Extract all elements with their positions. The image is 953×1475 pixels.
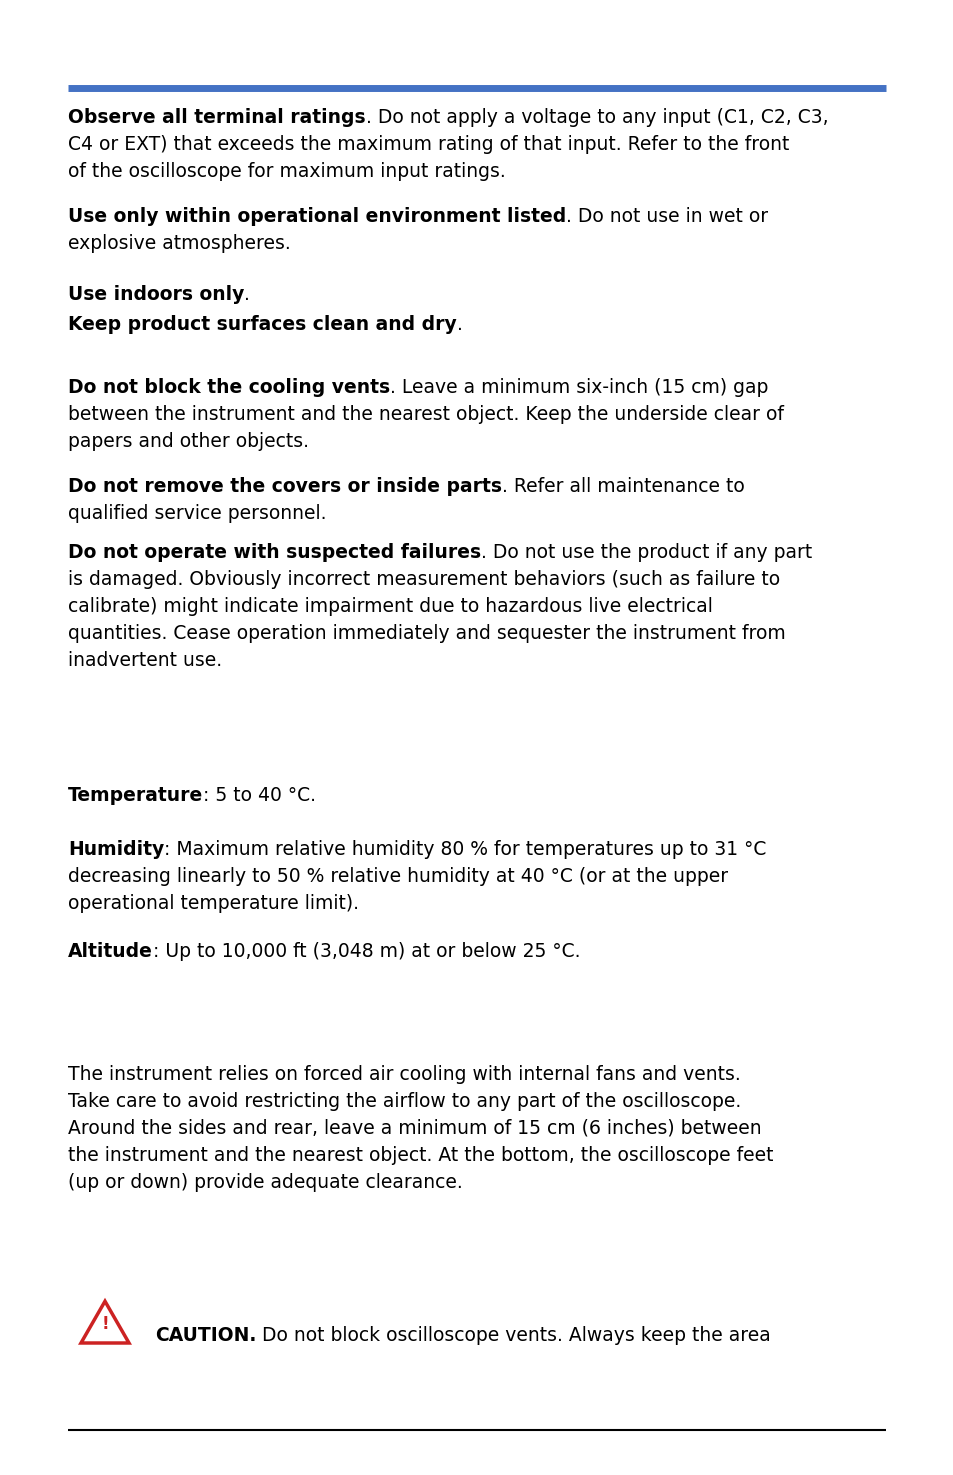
Text: The instrument relies on forced air cooling with internal fans and vents.: The instrument relies on forced air cool… — [68, 1065, 740, 1084]
Text: between the instrument and the nearest object. Keep the underside clear of: between the instrument and the nearest o… — [68, 406, 783, 423]
Text: calibrate) might indicate impairment due to hazardous live electrical: calibrate) might indicate impairment due… — [68, 597, 712, 617]
Text: Humidity: Humidity — [68, 839, 164, 858]
Text: Keep product surfaces clean and dry: Keep product surfaces clean and dry — [68, 316, 456, 333]
Text: Take care to avoid restricting the airflow to any part of the oscilloscope.: Take care to avoid restricting the airfl… — [68, 1092, 740, 1111]
Text: . Do not use the product if any part: . Do not use the product if any part — [480, 543, 812, 562]
Text: Do not block oscilloscope vents. Always keep the area: Do not block oscilloscope vents. Always … — [256, 1326, 770, 1345]
Text: quantities. Cease operation immediately and sequester the instrument from: quantities. Cease operation immediately … — [68, 624, 785, 643]
Text: Do not block the cooling vents: Do not block the cooling vents — [68, 378, 390, 397]
Text: : Maximum relative humidity 80 % for temperatures up to 31 °C: : Maximum relative humidity 80 % for tem… — [164, 839, 766, 858]
Text: .: . — [244, 285, 250, 304]
Text: decreasing linearly to 50 % relative humidity at 40 °C (or at the upper: decreasing linearly to 50 % relative hum… — [68, 867, 727, 886]
Text: is damaged. Obviously incorrect measurement behaviors (such as failure to: is damaged. Obviously incorrect measurem… — [68, 569, 780, 589]
Text: explosive atmospheres.: explosive atmospheres. — [68, 235, 291, 254]
Text: (up or down) provide adequate clearance.: (up or down) provide adequate clearance. — [68, 1173, 462, 1192]
Text: . Do not apply a voltage to any input (C1, C2, C3,: . Do not apply a voltage to any input (C… — [365, 108, 827, 127]
Text: C4 or EXT) that exceeds the maximum rating of that input. Refer to the front: C4 or EXT) that exceeds the maximum rati… — [68, 136, 788, 153]
Text: Do not operate with suspected failures: Do not operate with suspected failures — [68, 543, 480, 562]
Text: Altitude: Altitude — [68, 943, 152, 962]
Text: . Leave a minimum six-inch (15 cm) gap: . Leave a minimum six-inch (15 cm) gap — [390, 378, 768, 397]
Text: . Do not use in wet or: . Do not use in wet or — [566, 207, 767, 226]
Text: Use only within operational environment listed: Use only within operational environment … — [68, 207, 566, 226]
Text: qualified service personnel.: qualified service personnel. — [68, 504, 326, 524]
Text: .: . — [456, 316, 462, 333]
Text: of the oscilloscope for maximum input ratings.: of the oscilloscope for maximum input ra… — [68, 162, 505, 181]
Text: : 5 to 40 °C.: : 5 to 40 °C. — [203, 786, 315, 805]
Text: Around the sides and rear, leave a minimum of 15 cm (6 inches) between: Around the sides and rear, leave a minim… — [68, 1120, 760, 1139]
Text: papers and other objects.: papers and other objects. — [68, 432, 309, 451]
Text: the instrument and the nearest object. At the bottom, the oscilloscope feet: the instrument and the nearest object. A… — [68, 1146, 773, 1165]
Text: inadvertent use.: inadvertent use. — [68, 650, 222, 670]
Text: CAUTION.: CAUTION. — [154, 1326, 256, 1345]
Text: Do not remove the covers or inside parts: Do not remove the covers or inside parts — [68, 476, 501, 496]
Text: operational temperature limit).: operational temperature limit). — [68, 894, 358, 913]
Text: !: ! — [101, 1316, 109, 1333]
Text: Observe all terminal ratings: Observe all terminal ratings — [68, 108, 365, 127]
Text: : Up to 10,000 ft (3,048 m) at or below 25 °C.: : Up to 10,000 ft (3,048 m) at or below … — [152, 943, 579, 962]
Text: . Refer all maintenance to: . Refer all maintenance to — [501, 476, 744, 496]
Text: Use indoors only: Use indoors only — [68, 285, 244, 304]
Text: Temperature: Temperature — [68, 786, 203, 805]
